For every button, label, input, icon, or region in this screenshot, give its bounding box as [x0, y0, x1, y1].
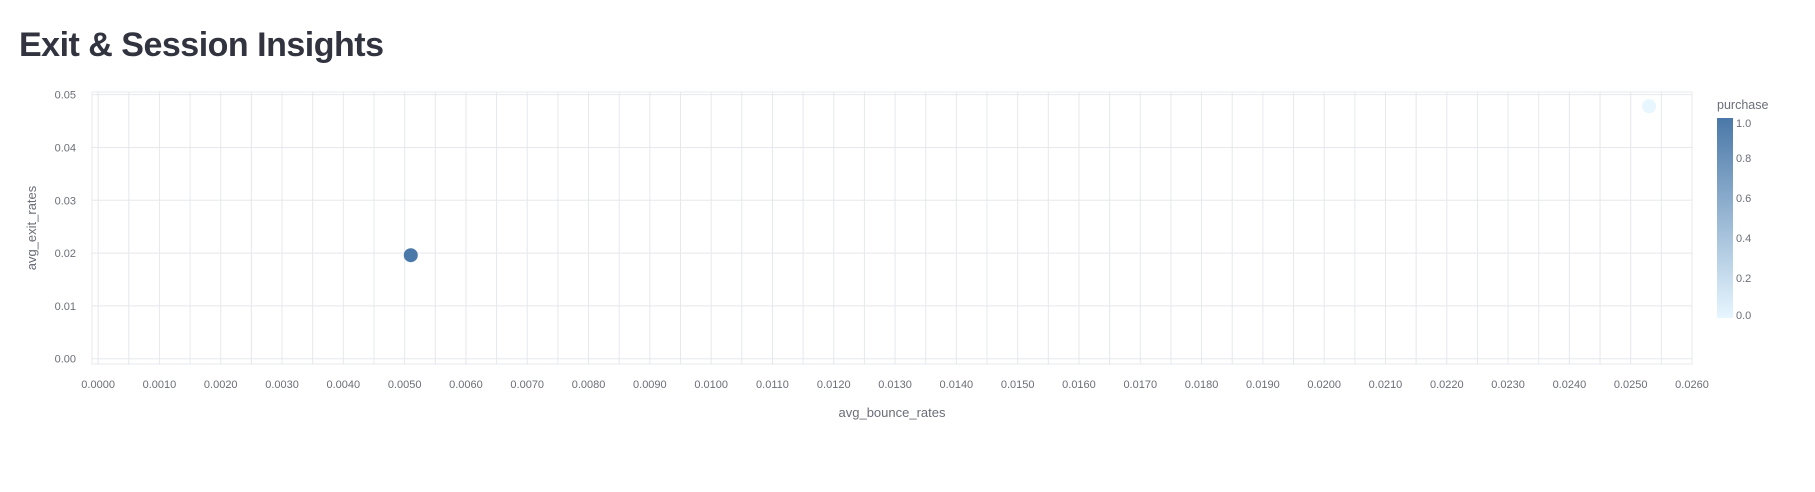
legend-tick-label: 0.8 [1736, 153, 1751, 165]
y-tick-label: 0.01 [55, 301, 76, 313]
legend-tick-label: 1.0 [1736, 118, 1751, 130]
x-tick-label: 0.0130 [878, 379, 912, 391]
x-tick-label: 0.0180 [1185, 379, 1219, 391]
legend-tick-label: 0.6 [1736, 193, 1751, 205]
x-tick-label: 0.0160 [1062, 379, 1096, 391]
x-tick-label: 0.0070 [510, 379, 544, 391]
y-tick-label: 0.02 [55, 248, 76, 260]
x-tick-label: 0.0020 [204, 379, 238, 391]
x-tick-label: 0.0250 [1614, 379, 1648, 391]
legend-tick-label: 0.2 [1736, 273, 1751, 285]
x-tick-label: 0.0190 [1246, 379, 1280, 391]
x-tick-label: 0.0080 [572, 379, 606, 391]
legend-color-bar [1717, 118, 1733, 318]
x-tick-label: 0.0210 [1369, 379, 1403, 391]
plot-frame [91, 91, 1693, 365]
x-tick-label: 0.0170 [1123, 379, 1157, 391]
x-tick-label: 0.0120 [817, 379, 851, 391]
scatter-point [1642, 99, 1657, 114]
x-tick-label: 0.0030 [265, 379, 299, 391]
y-tick-label: 0.00 [55, 354, 76, 366]
page-title: Exit & Session Insights [19, 26, 384, 64]
x-tick-label: 0.0260 [1675, 379, 1709, 391]
plot-area [91, 91, 1693, 365]
y-axis: 0.00 0.01 0.02 0.03 0.04 0.05 [55, 90, 76, 366]
x-tick-label: 0.0150 [1001, 379, 1035, 391]
x-tick-label: 0.0200 [1307, 379, 1341, 391]
x-tick-label: 0.0050 [388, 379, 422, 391]
data-points [403, 99, 1657, 263]
x-tick-label: 0.0230 [1491, 379, 1525, 391]
x-tick-label: 0.0000 [81, 379, 115, 391]
legend-title: purchase [1717, 98, 1768, 112]
x-tick-label: 0.0220 [1430, 379, 1464, 391]
x-axis-title: avg_bounce_rates [839, 405, 946, 420]
x-tick-label: 0.0090 [633, 379, 667, 391]
legend-tick-label: 0.0 [1736, 310, 1751, 322]
color-legend: purchase 1.0 0.8 0.6 0.4 0.2 0.0 [1717, 98, 1768, 322]
x-tick-label: 0.0040 [327, 379, 361, 391]
x-tick-label: 0.0100 [694, 379, 728, 391]
x-tick-label: 0.0010 [143, 379, 177, 391]
x-tick-label: 0.0140 [940, 379, 974, 391]
x-tick-label: 0.0110 [756, 379, 789, 391]
x-tick-label: 0.0060 [449, 379, 483, 391]
y-tick-label: 0.04 [55, 142, 76, 154]
x-axis: 0.0000 0.0010 0.0020 0.0030 0.0040 0.0050 0.00… [81, 379, 1709, 391]
legend-tick-label: 0.4 [1736, 233, 1751, 245]
scatter-point [403, 248, 418, 263]
y-axis-title: avg_exit_rates [24, 185, 39, 270]
y-tick-label: 0.05 [55, 90, 76, 102]
x-tick-label: 0.0240 [1553, 379, 1587, 391]
y-tick-label: 0.03 [55, 195, 76, 207]
